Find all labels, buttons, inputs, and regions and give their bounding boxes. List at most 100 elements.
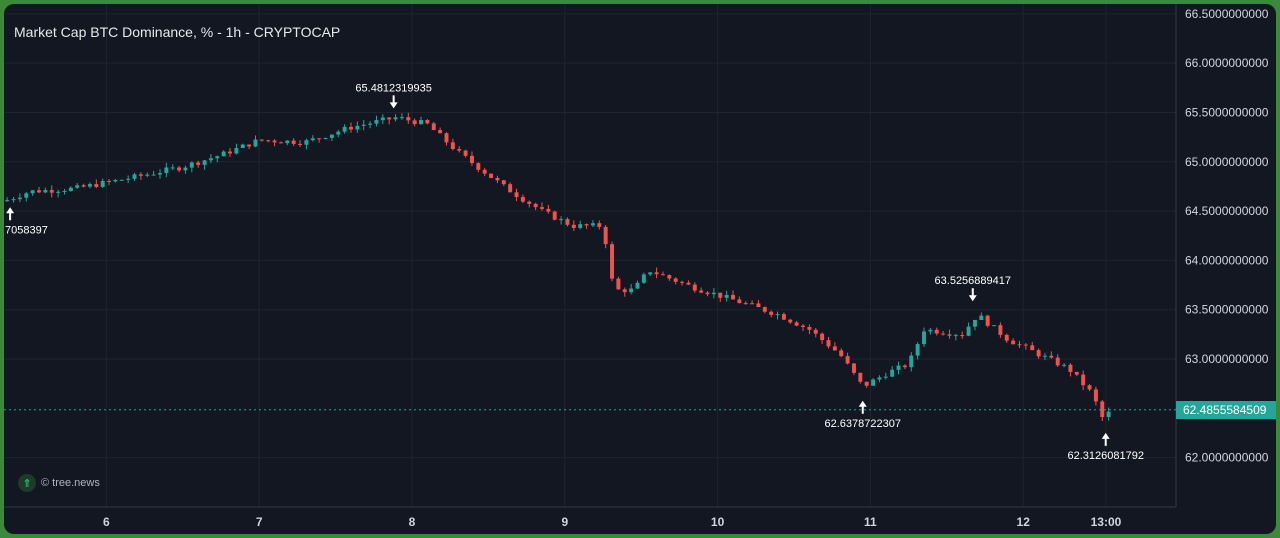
watermark: ⇑ © tree.news <box>18 474 100 492</box>
candle-body <box>527 201 532 204</box>
candle-body <box>37 190 41 193</box>
candle-body <box>992 325 997 327</box>
y-tick-label: 64.0000000000 <box>1185 253 1269 267</box>
candle-body <box>807 326 812 330</box>
candle-body <box>520 196 525 202</box>
double-chevron-up-icon: ⇑ <box>18 474 36 492</box>
candle-body <box>361 124 366 126</box>
candle-body <box>1074 371 1079 375</box>
candle-body <box>495 177 500 181</box>
candle-body <box>641 274 646 283</box>
candle-body <box>705 292 710 295</box>
candle-body <box>775 314 780 316</box>
candle-body <box>1068 364 1073 372</box>
candle-body <box>240 144 245 148</box>
candle-body <box>107 180 112 182</box>
candle-body <box>1055 357 1060 366</box>
candle-body <box>113 179 118 182</box>
y-tick-label: 62.0000000000 <box>1185 451 1269 465</box>
candle-body <box>635 282 640 289</box>
candle-body <box>164 167 169 173</box>
candle-body <box>622 289 627 293</box>
candle-body <box>1049 355 1054 358</box>
candle-body <box>871 379 876 386</box>
candle-body <box>941 333 946 335</box>
candle-body <box>603 226 608 245</box>
candle-body <box>266 140 271 142</box>
annotation-label: 63.5256889417 <box>935 275 1011 287</box>
candle-body <box>1030 345 1035 351</box>
candle-body <box>170 167 175 169</box>
price-annotation: 62.6378722307 <box>825 400 901 430</box>
candle-body <box>750 303 755 305</box>
candle-body <box>469 155 474 164</box>
candle-body <box>1004 334 1009 341</box>
candle-body <box>934 329 939 334</box>
candle-body <box>1081 374 1086 386</box>
candle-body <box>915 344 920 356</box>
candle-body <box>68 187 73 192</box>
candle-body <box>17 197 22 200</box>
candle-body <box>43 190 48 193</box>
candle-body <box>839 350 844 357</box>
candle-body <box>489 173 494 178</box>
candle-body <box>285 140 290 144</box>
candle-body <box>883 376 888 378</box>
candle-body <box>368 123 373 125</box>
candle-body <box>1023 344 1028 346</box>
y-tick-label: 63.5000000000 <box>1185 303 1269 317</box>
candle-body <box>208 158 213 161</box>
candle-body <box>578 224 583 228</box>
candle-body <box>781 314 786 320</box>
candle-body <box>450 142 455 150</box>
candle-body <box>552 211 557 220</box>
candle-body <box>476 163 481 170</box>
candle-body <box>380 117 385 121</box>
candle-body <box>610 244 615 279</box>
candle-body <box>431 123 436 131</box>
candle-body <box>189 162 194 168</box>
candle-body <box>323 137 328 139</box>
y-tick-label: 63.0000000000 <box>1185 352 1269 366</box>
candle-body <box>132 174 137 179</box>
candle-body <box>1062 364 1067 366</box>
candle-body <box>769 311 774 315</box>
candle-body <box>559 219 564 221</box>
annotation-label: 62.3126081792 <box>1067 450 1143 462</box>
candle-body <box>24 193 29 198</box>
candle-body <box>686 282 691 285</box>
candle-body <box>119 179 124 181</box>
candle-body <box>546 208 551 212</box>
candle-body <box>196 162 201 165</box>
candle-body <box>158 172 162 175</box>
candle-body <box>826 340 831 347</box>
price-annotation: 7058397 <box>5 207 48 236</box>
candle-body <box>660 274 665 276</box>
candle-body <box>711 292 716 295</box>
candle-body <box>788 319 793 323</box>
arrow-stem <box>971 288 974 297</box>
candle-body <box>851 363 856 373</box>
candle-body <box>590 223 595 226</box>
candle-body <box>877 377 882 380</box>
y-tick-label: 64.5000000000 <box>1185 204 1269 218</box>
candle-body <box>444 133 449 143</box>
candle-body <box>81 185 86 187</box>
x-tick-label: 6 <box>103 515 110 529</box>
candle-body <box>501 180 506 185</box>
candle-body <box>482 169 487 174</box>
candlestick-chart[interactable]: 66.5000000000 66.0000000000 65.5000000000 6… <box>4 4 1276 534</box>
x-tick-label: 9 <box>561 515 568 529</box>
candle-body <box>234 147 239 154</box>
candle-body <box>762 307 767 312</box>
candle-body <box>419 120 423 125</box>
candle-body <box>966 326 971 336</box>
chart-panel: 66.5000000000 66.0000000000 65.5000000000 6… <box>4 4 1276 534</box>
candle-body <box>1093 389 1098 402</box>
candle-body <box>342 126 347 132</box>
candle-body <box>673 278 678 282</box>
candle-body <box>387 117 392 120</box>
candle-body <box>30 190 35 194</box>
candle-body <box>62 191 67 193</box>
candle-body <box>922 331 926 345</box>
